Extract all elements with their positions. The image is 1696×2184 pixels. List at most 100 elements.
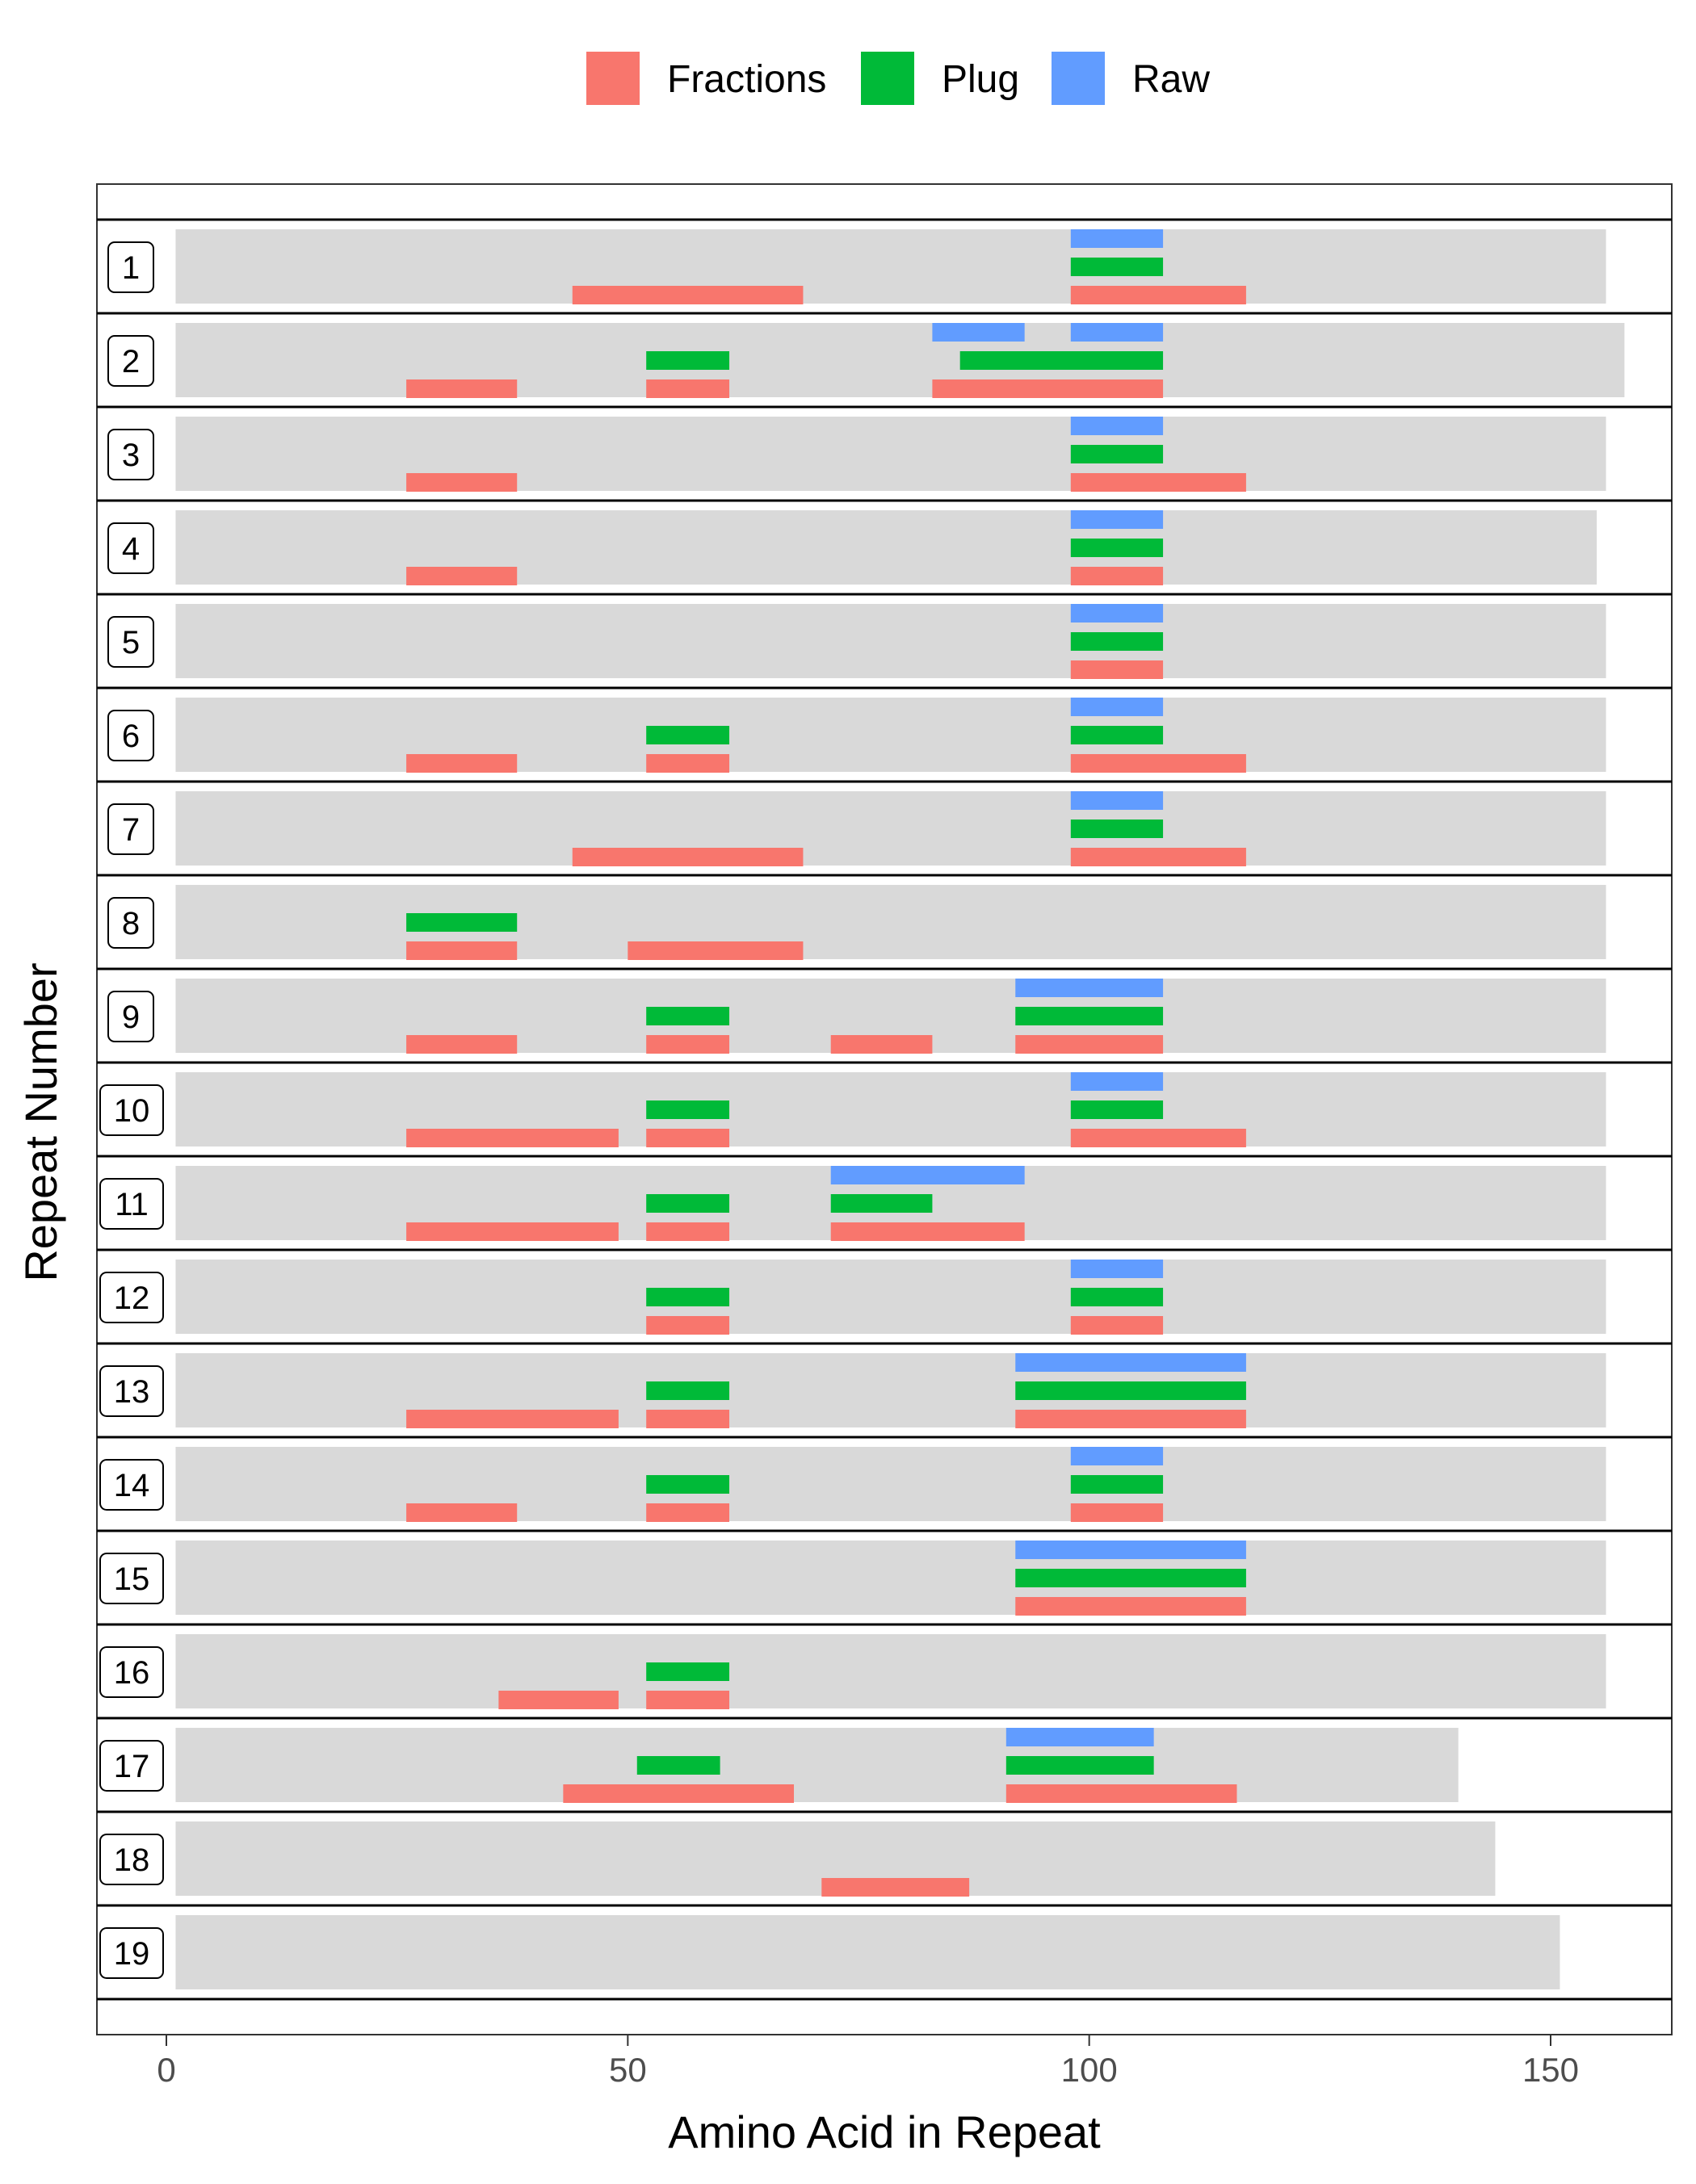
repeat-background-bar — [175, 1915, 1560, 1989]
x-tick-150: 150 — [1522, 2035, 1579, 2089]
repeat-label: 19 — [114, 1936, 150, 1972]
repeat-row-6: 6 — [97, 686, 1672, 773]
bar-plug — [959, 351, 1164, 370]
bar-raw — [1070, 229, 1164, 248]
repeat-label-box — [107, 616, 154, 668]
legend-label-plug: Plug — [942, 58, 1019, 101]
bar-fractions — [1070, 1503, 1164, 1522]
bar-raw — [1070, 417, 1164, 435]
bar-plug — [1070, 258, 1164, 276]
legend-key-fractions — [586, 52, 640, 105]
repeat-row-16: 16 — [97, 1623, 1672, 1709]
bar-fractions — [406, 1035, 518, 1054]
bar-raw — [1070, 323, 1164, 342]
bar-plug — [1070, 820, 1164, 838]
bar-plug — [1005, 1756, 1154, 1775]
legend-key-plug — [861, 52, 914, 105]
legend-key-raw — [1052, 52, 1105, 105]
repeat-row-9: 9 — [97, 967, 1672, 1054]
repeat-row-15: 15 — [97, 1529, 1672, 1616]
bar-fractions — [830, 1035, 933, 1054]
bar-plug — [1070, 1475, 1164, 1494]
bar-raw — [1070, 698, 1164, 716]
repeat-row-2: 2 — [97, 312, 1672, 398]
legend-label-raw: Raw — [1132, 58, 1210, 101]
bar-fractions — [572, 286, 804, 304]
bar-fractions — [821, 1878, 970, 1897]
repeat-label-box — [99, 1084, 164, 1136]
bar-fractions — [406, 379, 518, 398]
bar-fractions — [1015, 1410, 1246, 1428]
repeat-row-3: 3 — [97, 405, 1672, 492]
repeat-label: 4 — [122, 531, 140, 567]
bar-plug — [830, 1194, 933, 1213]
repeat-label: 5 — [122, 625, 140, 660]
repeat-background-bar — [175, 1260, 1606, 1334]
bar-plug — [646, 1100, 730, 1119]
bar-fractions — [563, 1784, 795, 1803]
bar-fractions — [406, 1222, 619, 1241]
repeat-label-box — [107, 522, 154, 574]
repeat-row-11: 11 — [97, 1155, 1672, 1241]
x-tick-label: 50 — [609, 2051, 647, 2089]
repeat-label-box — [107, 991, 154, 1042]
repeat-label-box — [107, 429, 154, 480]
repeat-row-8: 8 — [97, 874, 1672, 960]
bar-raw — [1015, 979, 1164, 997]
repeat-label: 14 — [114, 1468, 150, 1503]
legend-item-plug: Plug — [861, 52, 1019, 105]
repeat-label-box — [107, 335, 154, 387]
repeat-row-1: 1 — [97, 218, 1672, 304]
repeat-background-bar — [175, 510, 1597, 585]
repeat-label: 15 — [114, 1561, 150, 1597]
repeat-label: 16 — [114, 1655, 150, 1691]
bar-plug — [646, 1662, 730, 1681]
repeat-background-bar — [175, 1728, 1459, 1802]
bar-plug — [406, 913, 518, 932]
bar-plug — [1015, 1569, 1246, 1587]
bar-plug — [1070, 632, 1164, 651]
bar-fractions — [572, 848, 804, 866]
bar-plug — [1070, 539, 1164, 557]
bar-raw — [932, 323, 1025, 342]
repeat-background-bar — [175, 698, 1606, 772]
bar-plug — [646, 726, 730, 744]
repeat-label: 2 — [122, 344, 140, 379]
bar-raw — [1070, 1072, 1164, 1091]
repeat-background-bar — [175, 229, 1606, 304]
bar-fractions — [646, 1035, 730, 1054]
x-tick-0: 0 — [157, 2035, 176, 2089]
bar-fractions — [406, 941, 518, 960]
bar-plug — [646, 1194, 730, 1213]
bar-fractions — [1070, 473, 1246, 492]
repeat-label-box — [99, 1365, 164, 1417]
bar-plug — [1070, 1100, 1164, 1119]
bar-raw — [1070, 1447, 1164, 1465]
legend: Fractions Plug Raw — [586, 52, 1210, 105]
bar-plug — [1070, 1288, 1164, 1306]
repeat-label: 18 — [114, 1842, 150, 1878]
bar-raw — [1070, 510, 1164, 529]
x-tick-100: 100 — [1061, 2035, 1118, 2089]
repeat-background-bar — [175, 791, 1606, 866]
repeat-row-5: 5 — [97, 593, 1672, 679]
repeat-label: 3 — [122, 438, 140, 473]
bar-plug — [646, 1288, 730, 1306]
repeat-label: 1 — [122, 250, 140, 286]
repeat-background-bar — [175, 1634, 1606, 1708]
repeat-label-box — [107, 241, 154, 293]
bar-fractions — [830, 1222, 1025, 1241]
bar-fractions — [646, 1503, 730, 1522]
bar-plug — [646, 1007, 730, 1025]
bar-fractions — [1015, 1597, 1246, 1616]
repeat-label: 6 — [122, 719, 140, 754]
bar-fractions — [1070, 286, 1246, 304]
bar-fractions — [1070, 1316, 1164, 1335]
repeat-row-19: 19 — [97, 1904, 1672, 1989]
repeat-label: 11 — [115, 1187, 149, 1222]
repeat-label: 9 — [122, 1000, 140, 1035]
bar-raw — [1070, 791, 1164, 810]
x-tick-label: 100 — [1061, 2051, 1118, 2089]
